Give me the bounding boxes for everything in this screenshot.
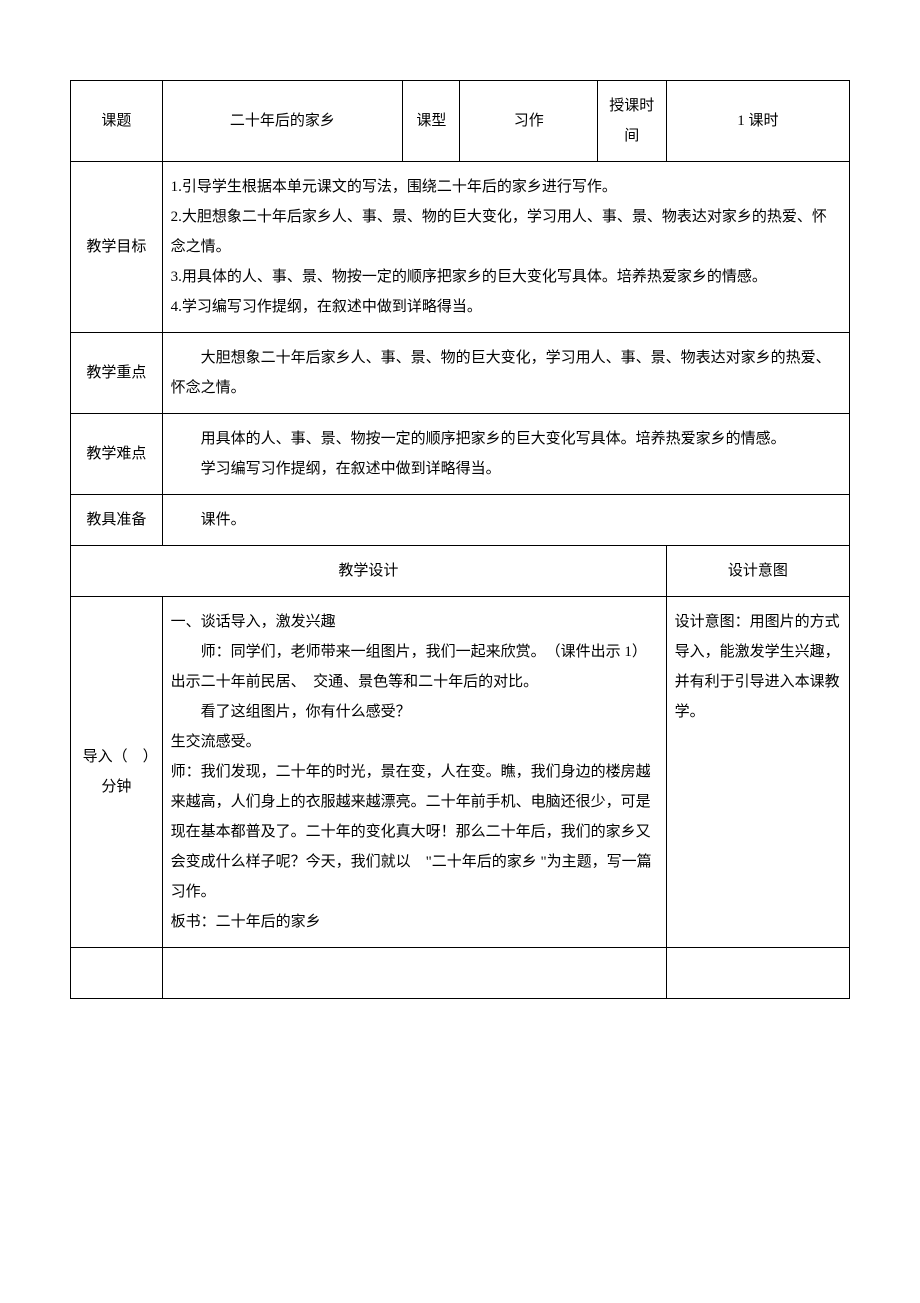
keypoint-text: 大胆想象二十年后家乡人、事、景、物的巨大变化，学习用人、事、景、物表达对家乡的热… (171, 343, 841, 403)
empty-intent (666, 948, 849, 999)
empty-label (71, 948, 163, 999)
empty-content (162, 948, 666, 999)
goal-3: 3.用具体的人、事、景、物按一定的顺序把家乡的巨大变化写具体。培养热爱家乡的情感… (171, 262, 841, 292)
intro-label: 导入（ ）分钟 (71, 597, 163, 948)
goals-row: 教学目标 1.引导学生根据本单元课文的写法，围绕二十年后的家乡进行写作。 2.大… (71, 162, 850, 333)
topic-label: 课题 (71, 81, 163, 162)
design-header-row: 教学设计 设计意图 (71, 546, 850, 597)
materials-content: 课件。 (162, 495, 849, 546)
difficulty-row: 教学难点 用具体的人、事、景、物按一定的顺序把家乡的巨大变化写具体。培养热爱家乡… (71, 414, 850, 495)
lesson-plan-table: 课题 二十年后的家乡 课型 习作 授课时间 1 课时 教学目标 1.引导学生根据… (70, 80, 850, 999)
keypoint-row: 教学重点 大胆想象二十年后家乡人、事、景、物的巨大变化，学习用人、事、景、物表达… (71, 333, 850, 414)
goal-2: 2.大胆想象二十年后家乡人、事、景、物的巨大变化，学习用人、事、景、物表达对家乡… (171, 202, 841, 262)
type-label: 课型 (403, 81, 460, 162)
goal-4: 4.学习编写习作提纲，在叙述中做到详略得当。 (171, 292, 841, 322)
intro-l4: 生交流感受。 (171, 727, 658, 757)
intro-row: 导入（ ）分钟 一、谈话导入，激发兴趣 师：同学们，老师带来一组图片，我们一起来… (71, 597, 850, 948)
difficulty-line1: 用具体的人、事、景、物按一定的顺序把家乡的巨大变化写具体。培养热爱家乡的情感。 (171, 424, 841, 454)
difficulty-content: 用具体的人、事、景、物按一定的顺序把家乡的巨大变化写具体。培养热爱家乡的情感。 … (162, 414, 849, 495)
goals-label: 教学目标 (71, 162, 163, 333)
design-header-right: 设计意图 (666, 546, 849, 597)
header-row: 课题 二十年后的家乡 课型 习作 授课时间 1 课时 (71, 81, 850, 162)
difficulty-label: 教学难点 (71, 414, 163, 495)
design-header-left: 教学设计 (71, 546, 667, 597)
goals-content: 1.引导学生根据本单元课文的写法，围绕二十年后的家乡进行写作。 2.大胆想象二十… (162, 162, 849, 333)
keypoint-content: 大胆想象二十年后家乡人、事、景、物的巨大变化，学习用人、事、景、物表达对家乡的热… (162, 333, 849, 414)
intro-l5: 师：我们发现，二十年的时光，景在变，人在变。瞧，我们身边的楼房越来越高，人们身上… (171, 757, 658, 907)
type-value: 习作 (460, 81, 597, 162)
materials-row: 教具准备 课件。 (71, 495, 850, 546)
empty-row (71, 948, 850, 999)
intro-l3: 看了这组图片，你有什么感受？ (171, 697, 658, 727)
goal-1: 1.引导学生根据本单元课文的写法，围绕二十年后的家乡进行写作。 (171, 172, 841, 202)
time-label: 授课时间 (597, 81, 666, 162)
materials-label: 教具准备 (71, 495, 163, 546)
keypoint-label: 教学重点 (71, 333, 163, 414)
intro-l2: 师：同学们，老师带来一组图片，我们一起来欣赏。 （课件出示 1）出示二十年前民居… (171, 637, 658, 697)
intro-intent: 设计意图：用图片的方式导入，能激发学生兴趣，并有利于引导进入本课教学。 (666, 597, 849, 948)
intro-content: 一、谈话导入，激发兴趣 师：同学们，老师带来一组图片，我们一起来欣赏。 （课件出… (162, 597, 666, 948)
difficulty-line2: 学习编写习作提纲，在叙述中做到详略得当。 (171, 454, 841, 484)
intro-l6: 板书：二十年后的家乡 (171, 907, 658, 937)
duration-value: 1 课时 (666, 81, 849, 162)
topic-value: 二十年后的家乡 (162, 81, 403, 162)
intro-l1: 一、谈话导入，激发兴趣 (171, 607, 658, 637)
materials-text: 课件。 (171, 505, 841, 535)
